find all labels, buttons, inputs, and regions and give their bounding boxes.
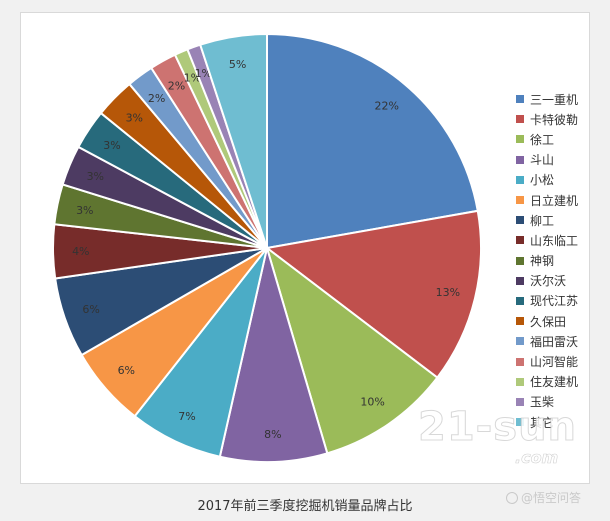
legend-label: 神钢 [530, 254, 555, 269]
slice-label-12: 2% [148, 92, 165, 105]
legend-swatch [516, 196, 524, 205]
pie-slice-1 [264, 209, 482, 380]
legend-item-0: 三一重机 [516, 89, 578, 109]
legend-swatch [516, 175, 524, 184]
pie-slice-2 [265, 245, 439, 455]
legend-label: 日立建机 [530, 193, 579, 208]
legend-item-9: 沃尔沃 [516, 271, 578, 291]
legend-swatch [516, 115, 524, 124]
slice-label-6: 6% [82, 303, 99, 316]
legend-swatch [516, 95, 524, 104]
legend-label: 小松 [530, 173, 555, 188]
legend-swatch [516, 296, 524, 305]
legend-label: 山河智能 [530, 355, 579, 370]
legend-item-16: 其它 [516, 412, 578, 432]
legend-label: 其它 [530, 415, 555, 430]
watermark-domain: .com [515, 448, 559, 468]
slice-label-1: 13% [436, 286, 460, 299]
slice-label-10: 3% [103, 139, 120, 152]
legend-swatch [516, 135, 524, 144]
slice-label-5: 6% [118, 364, 135, 377]
pie-chart: 22%13%10%8%7%6%6%4%3%3%3%3%2%2%1%1%5% [52, 32, 482, 463]
pie-slice-16 [198, 32, 268, 249]
slice-label-11: 3% [126, 111, 143, 124]
legend-swatch [516, 377, 524, 386]
legend-item-7: 山东临工 [516, 230, 578, 250]
legend-swatch [516, 317, 524, 326]
legend-item-10: 现代江苏 [516, 291, 578, 311]
chart-frame: 22% 13% 10% 8% 7% 6% 6% 4% 3% 3% 3% 3% 2% 2% 1% 1% 5% 三一… [20, 12, 590, 484]
legend: 三一重机卡特彼勒徐工斗山小松日立建机柳工山东临工神钢沃尔沃现代江苏久保田福田雷沃… [516, 89, 578, 432]
legend-label: 现代江苏 [530, 294, 579, 309]
legend-swatch [516, 256, 524, 265]
legend-label: 久保田 [530, 314, 567, 329]
legend-swatch [516, 216, 524, 225]
legend-item-3: 斗山 [516, 150, 578, 170]
legend-swatch [516, 155, 524, 164]
legend-label: 山东临工 [530, 233, 579, 248]
legend-label: 卡特彼勒 [530, 112, 579, 127]
legend-swatch [516, 418, 524, 427]
legend-swatch [516, 337, 524, 346]
chart-caption: 2017年前三季度挖掘机销量品牌占比 [197, 499, 413, 514]
legend-item-11: 久保田 [516, 311, 578, 331]
legend-label: 柳工 [530, 213, 555, 228]
legend-swatch [516, 397, 524, 406]
legend-label: 玉柴 [530, 395, 555, 410]
legend-swatch [516, 276, 524, 285]
legend-swatch [516, 236, 524, 245]
legend-item-1: 卡特彼勒 [516, 109, 578, 129]
slice-label-4: 7% [178, 410, 195, 423]
slice-label-9: 3% [87, 170, 104, 183]
legend-label: 沃尔沃 [530, 274, 567, 289]
slice-label-13: 2% [168, 79, 185, 92]
watermark-site: @悟空问答 [506, 489, 581, 506]
legend-item-4: 小松 [516, 170, 578, 190]
slice-label-0: 22% [374, 99, 398, 112]
legend-label: 斗山 [530, 153, 555, 168]
slice-label-3: 8% [264, 428, 281, 441]
slice-label-16: 5% [229, 58, 246, 71]
pie-slice-0 [266, 32, 479, 250]
watermark-site-text: @悟空问答 [521, 491, 582, 505]
slice-label-2: 10% [360, 395, 384, 408]
pie-slice-3 [218, 244, 329, 463]
watermark-logo: 21-sun [417, 404, 578, 451]
legend-item-14: 住友建机 [516, 372, 578, 392]
slice-label-7: 4% [72, 245, 89, 258]
legend-label: 福田雷沃 [530, 334, 579, 349]
legend-item-13: 山河智能 [516, 351, 578, 371]
slice-label-8: 3% [76, 204, 93, 217]
legend-item-2: 徐工 [516, 129, 578, 149]
legend-item-5: 日立建机 [516, 190, 578, 210]
legend-label: 三一重机 [530, 92, 579, 107]
legend-item-12: 福田雷沃 [516, 331, 578, 351]
legend-label: 住友建机 [530, 375, 579, 390]
legend-swatch [516, 357, 524, 366]
legend-item-8: 神钢 [516, 251, 578, 271]
legend-label: 徐工 [530, 132, 555, 147]
legend-item-6: 柳工 [516, 210, 578, 230]
legend-item-15: 玉柴 [516, 392, 578, 412]
watermark-icon [506, 491, 518, 504]
